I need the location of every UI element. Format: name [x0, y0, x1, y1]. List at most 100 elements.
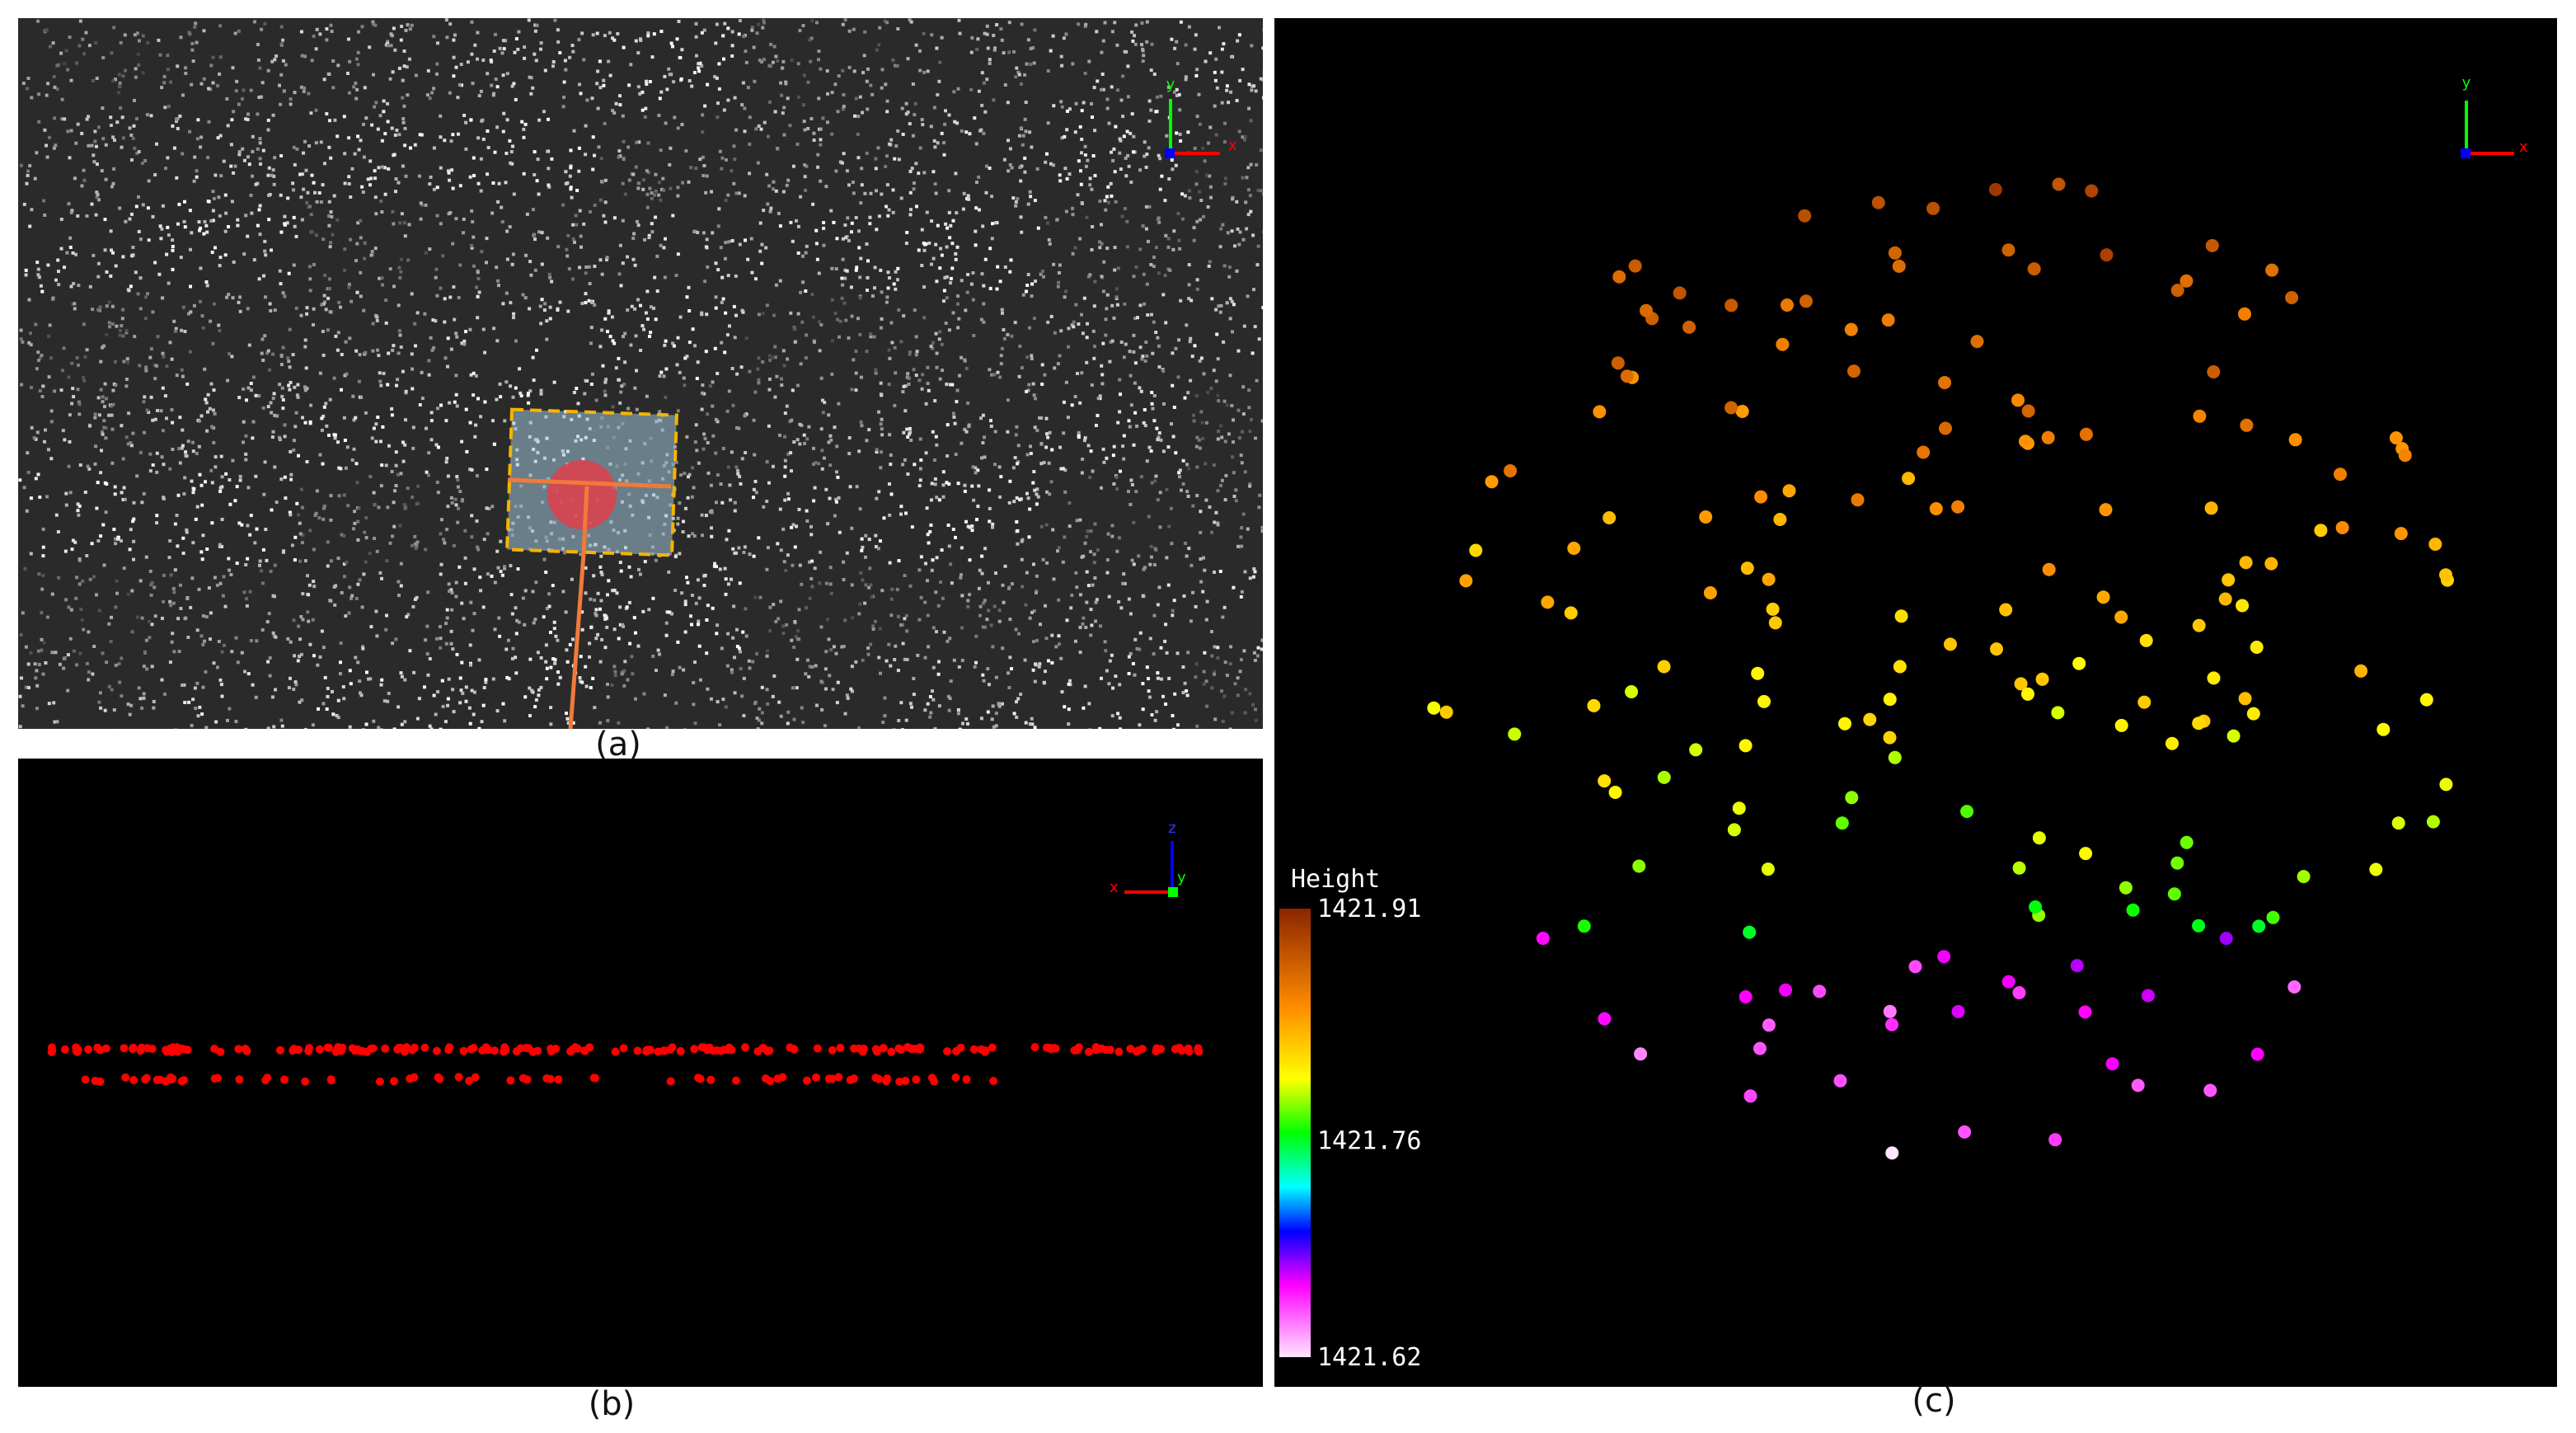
scan-point [272, 725, 276, 729]
scan-point [752, 496, 755, 500]
scan-point [514, 339, 518, 343]
scan-point [1089, 608, 1093, 612]
scan-point [778, 433, 781, 437]
scan-point [50, 651, 54, 655]
scan-point [874, 533, 878, 538]
scan-point [845, 693, 849, 698]
scan-point [296, 659, 300, 663]
scan-point [454, 503, 458, 507]
scan-point [952, 415, 956, 419]
scan-point [717, 87, 721, 91]
scan-point [171, 245, 175, 248]
scan-point [395, 383, 398, 388]
scan-point [683, 356, 687, 360]
scan-point [36, 472, 40, 477]
scan-point [724, 241, 728, 245]
scan-point [603, 393, 608, 397]
scan-point [1063, 295, 1067, 299]
scan-point [908, 170, 913, 173]
scan-point [429, 438, 434, 442]
scan-point [289, 513, 293, 517]
scan-point [508, 139, 512, 143]
scan-point [1230, 229, 1234, 233]
scan-point [1010, 166, 1014, 170]
scan-point [816, 153, 820, 157]
scan-point [1091, 469, 1095, 473]
scan-point [401, 120, 406, 125]
scan-point [1142, 54, 1146, 58]
scan-point [305, 387, 309, 391]
scan-point [292, 188, 295, 192]
scan-point [880, 450, 883, 454]
scan-point [165, 252, 169, 256]
scan-point [993, 463, 997, 467]
scan-point [140, 616, 144, 620]
scan-point [1063, 134, 1067, 139]
scan-point [501, 73, 505, 78]
scan-point [837, 74, 841, 78]
scan-point [141, 71, 145, 75]
scan-point [889, 597, 894, 601]
scan-point [399, 345, 403, 349]
scan-point [1096, 548, 1100, 552]
scan-point [976, 468, 980, 472]
scan-point [38, 389, 42, 392]
scan-point [1176, 212, 1180, 215]
scan-point [443, 356, 448, 360]
scan-point [96, 396, 101, 400]
scan-point [29, 343, 33, 347]
scan-point [1195, 465, 1199, 469]
scan-point [39, 356, 43, 360]
scan-point [1222, 694, 1227, 698]
scan-point [783, 498, 787, 502]
scan-point [143, 295, 148, 299]
scan-point [1236, 349, 1241, 353]
scan-point [687, 341, 692, 345]
scan-point [1201, 437, 1205, 440]
scan-point [630, 304, 634, 308]
scan-point [942, 299, 945, 303]
scan-point [145, 667, 149, 671]
scan-point [551, 584, 555, 588]
scan-point [702, 584, 706, 587]
scan-point [476, 294, 480, 298]
scan-point [786, 357, 790, 361]
scan-point [40, 289, 45, 294]
scan-point [936, 223, 940, 228]
scan-point [676, 194, 680, 198]
scan-point [329, 23, 333, 27]
scan-point [1138, 386, 1142, 390]
scan-point [167, 233, 171, 237]
scan-point [1170, 37, 1174, 41]
scan-point [342, 493, 346, 497]
scan-point [219, 174, 223, 178]
scan-point [1164, 233, 1168, 237]
scan-point [859, 375, 863, 379]
scan-point [900, 106, 904, 110]
scan-point [1250, 351, 1255, 355]
scan-point [861, 658, 865, 662]
scan-point [815, 257, 819, 261]
scan-point [911, 134, 915, 138]
scan-point [134, 204, 138, 209]
scan-point [1053, 331, 1057, 335]
scan-point [185, 530, 189, 534]
scan-point [765, 172, 769, 176]
scan-point [382, 371, 386, 375]
scan-point [1220, 47, 1224, 51]
scan-point [1040, 363, 1044, 367]
scan-point [1151, 351, 1155, 355]
scan-point [850, 221, 854, 225]
scan-point [402, 221, 406, 225]
scan-point [791, 563, 795, 567]
scan-point [1056, 549, 1059, 553]
scan-point [616, 32, 620, 35]
scan-point [1175, 62, 1180, 66]
scan-point [888, 513, 892, 517]
scan-point [200, 712, 204, 716]
scan-point [418, 403, 422, 406]
scan-point [692, 681, 696, 684]
scan-point [168, 539, 172, 543]
scan-point [200, 557, 204, 561]
scan-point [934, 590, 938, 594]
